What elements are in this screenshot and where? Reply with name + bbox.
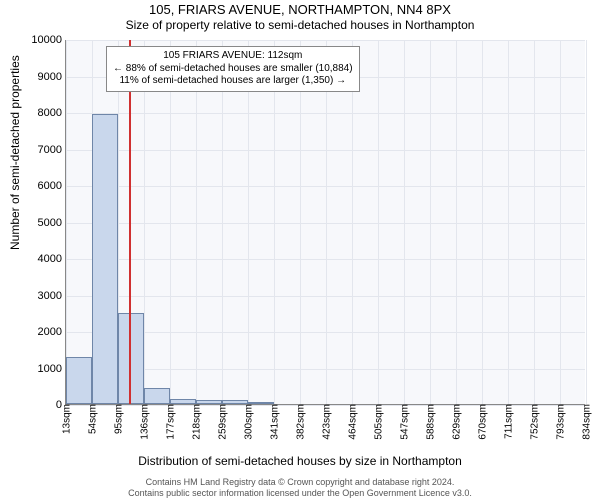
y-tick-label: 4000 [22, 253, 66, 265]
chart-container: 105, FRIARS AVENUE, NORTHAMPTON, NN4 8PX… [0, 0, 600, 500]
gridline-v [196, 40, 197, 404]
x-tick-label: 752sqm [528, 404, 541, 440]
gridline-v [456, 40, 457, 404]
info-box: 105 FRIARS AVENUE: 112sqm ← 88% of semi-… [106, 46, 360, 92]
histogram-bar [170, 399, 196, 404]
gridline-v [508, 40, 509, 404]
gridline-v [144, 40, 145, 404]
x-tick-label: 300sqm [242, 404, 255, 440]
gridline-v [430, 40, 431, 404]
x-tick-label: 95sqm [112, 404, 125, 434]
histogram-bar [196, 400, 222, 404]
x-tick-label: 464sqm [346, 404, 359, 440]
histogram-bar [118, 313, 144, 404]
attribution: Contains HM Land Registry data © Crown c… [0, 477, 600, 498]
chart-title: 105, FRIARS AVENUE, NORTHAMPTON, NN4 8PX [0, 2, 600, 17]
gridline-v [248, 40, 249, 404]
histogram-bar [66, 357, 92, 404]
y-tick-label: 6000 [22, 180, 66, 192]
y-tick-label: 9000 [22, 71, 66, 83]
gridline-v [274, 40, 275, 404]
x-tick-label: 547sqm [398, 404, 411, 440]
y-tick-label: 2000 [22, 326, 66, 338]
attribution-line-2: Contains public sector information licen… [0, 488, 600, 498]
gridline-v [300, 40, 301, 404]
x-tick-label: 793sqm [554, 404, 567, 440]
y-tick-label: 8000 [22, 107, 66, 119]
gridline-v [66, 40, 67, 404]
x-tick-label: 177sqm [164, 404, 177, 440]
attribution-line-1: Contains HM Land Registry data © Crown c… [0, 477, 600, 487]
x-tick-label: 341sqm [268, 404, 281, 440]
y-axis-label: Number of semi-detached properties [8, 55, 22, 250]
chart-subtitle: Size of property relative to semi-detach… [0, 18, 600, 32]
histogram-bar [222, 400, 248, 404]
x-tick-label: 629sqm [450, 404, 463, 440]
gridline-v [326, 40, 327, 404]
plot-area: 0100020003000400050006000700080009000100… [65, 40, 585, 405]
gridline-v [482, 40, 483, 404]
x-tick-label: 834sqm [580, 404, 593, 440]
histogram-bar [92, 114, 118, 404]
info-line-2: ← 88% of semi-detached houses are smalle… [113, 63, 353, 76]
x-tick-label: 136sqm [138, 404, 151, 440]
histogram-bar [248, 402, 274, 404]
marker-line [129, 40, 131, 404]
gridline-v [586, 40, 587, 404]
y-tick-label: 3000 [22, 290, 66, 302]
gridline-v [378, 40, 379, 404]
gridline-v [222, 40, 223, 404]
y-tick-label: 10000 [22, 34, 66, 46]
y-tick-label: 1000 [22, 363, 66, 375]
x-tick-label: 505sqm [372, 404, 385, 440]
gridline-v [352, 40, 353, 404]
x-tick-label: 259sqm [216, 404, 229, 440]
x-tick-label: 423sqm [320, 404, 333, 440]
gridline-v [560, 40, 561, 404]
x-tick-label: 54sqm [86, 404, 99, 434]
y-tick-label: 7000 [22, 144, 66, 156]
x-tick-label: 382sqm [294, 404, 307, 440]
gridline-v [404, 40, 405, 404]
x-tick-label: 218sqm [190, 404, 203, 440]
x-tick-label: 588sqm [424, 404, 437, 440]
x-axis-label: Distribution of semi-detached houses by … [0, 454, 600, 468]
x-tick-label: 13sqm [60, 404, 73, 434]
histogram-bar [144, 388, 170, 404]
info-line-3: 11% of semi-detached houses are larger (… [113, 75, 353, 88]
x-tick-label: 711sqm [502, 404, 515, 439]
gridline-v [534, 40, 535, 404]
info-line-1: 105 FRIARS AVENUE: 112sqm [113, 50, 353, 63]
x-tick-label: 670sqm [476, 404, 489, 440]
gridline-v [170, 40, 171, 404]
y-tick-label: 5000 [22, 217, 66, 229]
